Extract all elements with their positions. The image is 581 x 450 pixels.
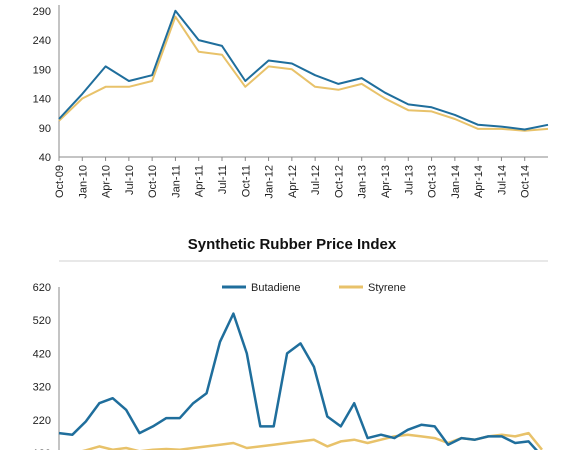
x-tick-label: Jan-12 [264, 165, 276, 199]
x-tick-label: Jan-13 [357, 165, 369, 199]
series-line-styrene [81, 431, 543, 450]
x-tick-label: Apr-14 [473, 165, 485, 198]
legend-label-butadiene: Butadiene [251, 282, 301, 294]
price-chart-top: 40 90 140 190 240 290 Oct-09 Jan-10 Apr-10 Jul-1… [33, 5, 549, 199]
x-tick-label: Jul-13 [403, 165, 415, 195]
y-tick-label: 190 [33, 64, 51, 76]
series-line-0 [58, 9, 549, 131]
x-tick-label: Apr-10 [101, 165, 113, 198]
series-line-1 [58, 15, 549, 132]
y-tick-label: 520 [33, 315, 51, 327]
x-tick-label: Jan-10 [77, 165, 89, 199]
x-tick-label: Apr-12 [287, 165, 299, 198]
synthetic-rubber-chart: Synthetic Rubber Price Index Butadiene St… [33, 236, 548, 450]
y-tick-label: 90 [39, 123, 51, 135]
y-tick-label: 240 [33, 35, 51, 47]
x-tick-label: Oct-14 [520, 165, 532, 198]
x-tick-label: Jul-14 [496, 165, 508, 195]
y-tick-label: 620 [33, 282, 51, 294]
legend-label-styrene: Styrene [368, 282, 406, 294]
y-tick-label: 420 [33, 348, 51, 360]
x-tick-label: Oct-13 [427, 165, 439, 198]
y-tick-label: 220 [33, 415, 51, 427]
y-tick-label: 40 [39, 152, 51, 164]
x-tick-label: Jul-11 [217, 165, 229, 194]
x-tick-label: Oct-10 [147, 165, 159, 198]
x-tick-label: Jan-14 [450, 165, 462, 199]
x-tick-label: Jan-11 [170, 165, 182, 198]
x-tick-label: Oct-12 [333, 165, 345, 198]
y-tick-label: 320 [33, 382, 51, 394]
x-tick-label: Oct-09 [54, 165, 66, 198]
series-line-butadiene [58, 312, 539, 450]
x-tick-label: Apr-11 [194, 165, 206, 197]
y-tick-label: 140 [33, 94, 51, 106]
x-tick-label: Jul-12 [310, 165, 322, 195]
x-tick-label: Apr-13 [380, 165, 392, 198]
chart-title: Synthetic Rubber Price Index [188, 236, 397, 253]
y-tick-label: 120 [33, 448, 51, 450]
x-tick-label: Jul-10 [124, 165, 136, 195]
y-tick-label: 290 [33, 6, 51, 18]
x-tick-label: Oct-11 [240, 165, 252, 197]
